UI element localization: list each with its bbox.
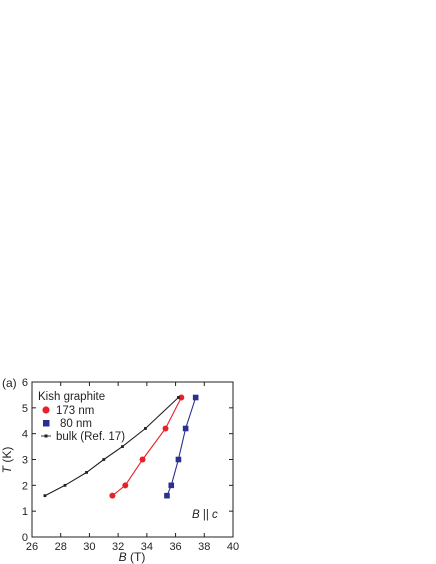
field-orientation-annotation: B || c <box>192 509 218 521</box>
data-point-173-nm <box>109 492 116 499</box>
data-point-173-nm <box>162 425 169 432</box>
x-tick-label: 40 <box>227 541 239 553</box>
data-point-bulk-ref-17 <box>43 494 47 498</box>
data-point-80-nm <box>175 456 182 463</box>
data-point-80-nm <box>192 394 199 401</box>
legend: Kish graphite 173 nm 80 nm bulk (Ref. 17… <box>38 391 125 443</box>
x-tick-label: 32 <box>112 541 124 553</box>
data-point-173-nm <box>122 482 129 489</box>
legend-label-80nm: 80 nm <box>60 418 92 430</box>
x-tick-label: 26 <box>26 541 38 553</box>
data-point-173-nm <box>178 394 185 401</box>
x-axis-ticks: 26 28 30 32 34 36 38 40 <box>26 382 239 553</box>
data-point-173-nm <box>139 456 146 463</box>
panel-label: (a) <box>2 376 17 390</box>
data-point-bulk-ref-17 <box>85 471 88 474</box>
series-layer <box>43 394 199 499</box>
data-point-bulk-ref-17 <box>63 483 67 487</box>
legend-marker-173nm <box>42 406 50 414</box>
x-tick-label: 36 <box>169 541 181 553</box>
x-tick-label: 28 <box>55 541 67 553</box>
y-axis-ticks: 0 1 2 3 4 5 6 <box>22 377 233 544</box>
data-point-80-nm <box>182 425 189 432</box>
y-tick-label: 0 <box>22 532 28 544</box>
y-tick-label: 1 <box>22 506 28 518</box>
x-tick-label: 30 <box>83 541 95 553</box>
y-tick-label: 6 <box>22 377 28 389</box>
legend-marker-bulk <box>44 434 48 438</box>
data-point-80-nm <box>164 492 170 499</box>
x-tick-label: 34 <box>141 541 153 553</box>
y-tick-label: 3 <box>22 455 28 467</box>
y-tick-label: 5 <box>22 403 28 415</box>
data-point-bulk-ref-17 <box>102 458 106 461</box>
y-tick-label: 4 <box>22 429 28 441</box>
data-point-bulk-ref-17 <box>177 396 180 399</box>
legend-title: Kish graphite <box>38 391 105 403</box>
series-line-80-nm <box>166 397 197 496</box>
y-axis-label: T (K) <box>0 447 14 474</box>
x-tick-label: 38 <box>198 541 210 553</box>
data-point-80-nm <box>168 482 175 489</box>
data-point-bulk-ref-17 <box>121 445 124 448</box>
x-axis-label: B (T) <box>119 550 146 564</box>
y-tick-label: 2 <box>22 480 28 492</box>
legend-marker-80nm <box>43 420 50 427</box>
legend-label-173nm: 173 nm <box>56 405 94 417</box>
legend-label-bulk: bulk (Ref. 17) <box>56 431 125 443</box>
data-point-bulk-ref-17 <box>144 427 147 430</box>
